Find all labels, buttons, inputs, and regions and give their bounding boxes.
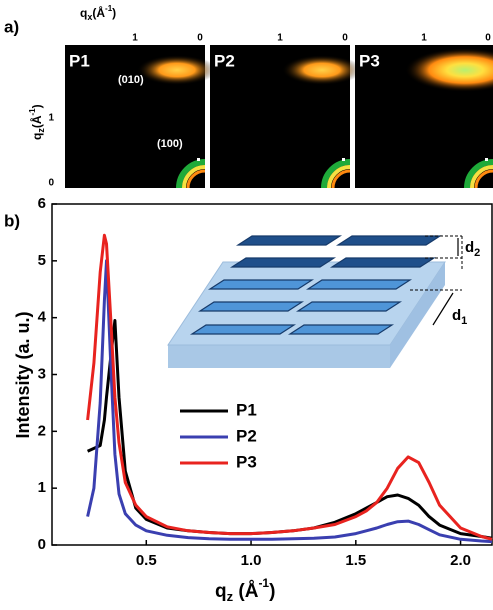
spacing-sub: 1 [461,315,467,327]
y-tick-label: 0 [48,178,54,189]
peak-010 [282,55,362,85]
tile-lower [210,280,312,289]
y-tick-label: 0 [38,536,46,553]
tile-upper [338,236,440,245]
panels: P1 1 0 P2 1 0 P3 1 0 (010) (100) [65,33,493,188]
beamstop [485,158,488,161]
spacing-label: d1 [452,307,467,327]
y-axis-title: Intensity (a. u.) [13,311,33,438]
x-axis-title: qx(Å-1) [80,4,116,22]
y-tick-label: 5 [38,252,46,269]
spacing-sub: 2 [474,247,480,259]
page: a) qx(Å-1) qz(Å-1) 1 0 P1 1 0 P2 1 0 P3 1 0 (010)… [0,0,493,610]
y-tick-label: 6 [38,195,46,212]
spacing-main: d [452,307,461,324]
image-panel: P2 1 0 [210,33,362,188]
x-tick-label: 1 [132,33,138,44]
x-tick-label: 1.0 [241,552,262,569]
x-tick-label: 1 [421,33,427,44]
y-tick-label: 1 [48,113,54,124]
panel-name: P1 [69,51,90,70]
tile-lower [290,325,392,334]
tile-lower [308,280,410,289]
substrate-side [168,345,390,368]
legend-label: P2 [236,426,257,445]
y-tick-label: 4 [38,309,47,326]
tile-upper [238,236,340,245]
image-panel: P3 1 0 [355,33,493,188]
panel-name: P3 [359,51,380,70]
x-tick-label: 1 [277,33,283,44]
panel-name: P2 [214,51,235,70]
plot: 0 1 2 3 4 5 6 0.5 1.0 1.5 2.0 P1 P2 P3 [38,195,492,569]
y-tick-label: 1 [38,479,46,496]
spacing-main: d [465,239,474,256]
y-tick-label: 2 [38,422,46,439]
tile-lower [200,302,302,311]
spacing-label: d2 [465,239,480,259]
panel-label: a) [4,17,19,36]
tile-lower [298,302,400,311]
tile-upper [232,258,334,267]
y-axis-title: qz(Å-1) [28,104,46,140]
tile-upper [332,258,434,267]
figure: a) qx(Å-1) qz(Å-1) 1 0 P1 1 0 P2 1 0 P3 1 0 (010)… [0,0,493,610]
x-tick-label: 0 [342,33,348,44]
peak-label: (010) [118,74,144,86]
y-tick-label: 3 [38,365,46,382]
beamstop [197,158,200,161]
legend-label: P3 [236,452,257,471]
panel-label: b) [4,211,20,230]
peak-label: (100) [157,138,183,150]
image-panel: P1 1 0 [65,33,217,188]
x-tick-label: 0 [485,33,491,44]
x-axis-title: qz (Å-1) [215,576,275,604]
legend-label: P1 [236,400,257,419]
beamstop [342,158,345,161]
x-tick-label: 0.5 [136,552,157,569]
tile-lower [192,325,294,334]
x-tick-label: 2.0 [450,552,471,569]
x-tick-label: 0 [197,33,203,44]
peak-010 [137,55,217,85]
x-tick-label: 1.5 [345,552,366,569]
